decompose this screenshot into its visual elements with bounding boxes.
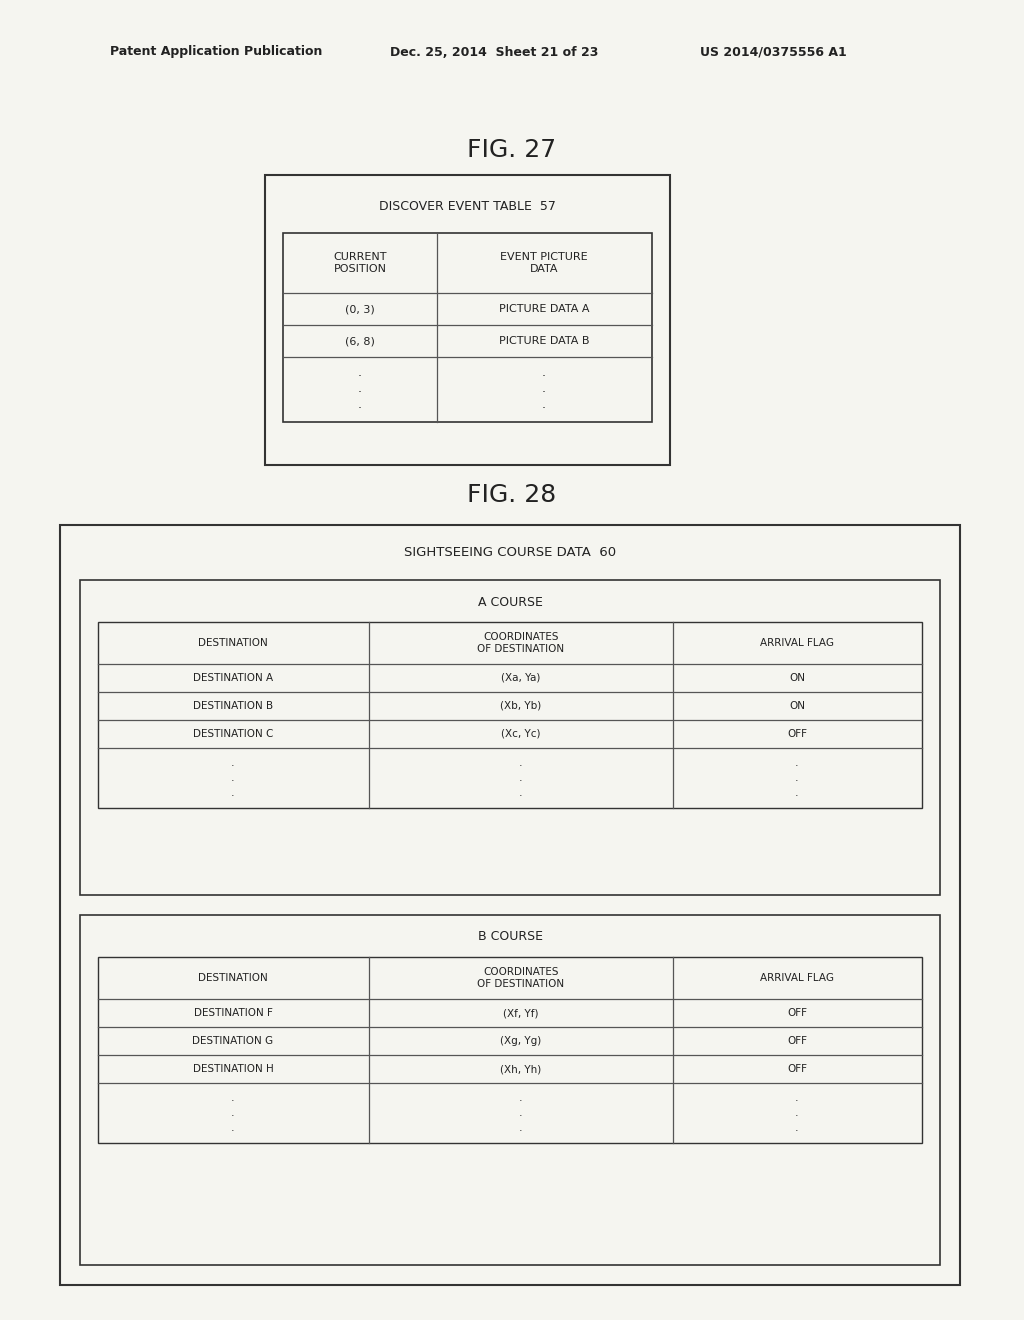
Text: .: .: [542, 367, 546, 380]
Bar: [98, 957, 922, 1143]
Text: ARRIVAL FLAG: ARRIVAL FLAG: [760, 638, 834, 648]
Text: (Xg, Yg): (Xg, Yg): [501, 1036, 542, 1045]
Text: .: .: [231, 758, 234, 768]
Text: .: .: [796, 1093, 799, 1104]
Text: .: .: [358, 383, 362, 396]
Bar: [80, 915, 940, 1265]
Text: .: .: [796, 758, 799, 768]
Text: .: .: [519, 1123, 523, 1133]
Text: DESTINATION G: DESTINATION G: [193, 1036, 273, 1045]
Text: DESTINATION: DESTINATION: [198, 973, 268, 983]
Text: B COURSE: B COURSE: [477, 931, 543, 944]
Text: DESTINATION B: DESTINATION B: [193, 701, 273, 711]
Bar: [98, 622, 922, 808]
Text: FIG. 27: FIG. 27: [467, 139, 557, 162]
Bar: [283, 234, 652, 422]
Text: PICTURE DATA A: PICTURE DATA A: [499, 304, 589, 314]
Text: .: .: [231, 1107, 234, 1118]
Text: OFF: OFF: [787, 729, 807, 739]
Text: (0, 3): (0, 3): [345, 304, 375, 314]
Text: DESTINATION A: DESTINATION A: [193, 673, 273, 682]
Text: .: .: [519, 758, 523, 768]
Text: (Xc, Yc): (Xc, Yc): [502, 729, 541, 739]
Text: DESTINATION C: DESTINATION C: [193, 729, 273, 739]
Text: DESTINATION: DESTINATION: [198, 638, 268, 648]
Text: .: .: [231, 1093, 234, 1104]
Text: DISCOVER EVENT TABLE  57: DISCOVER EVENT TABLE 57: [379, 201, 555, 214]
Text: EVENT PICTURE
DATA: EVENT PICTURE DATA: [500, 252, 588, 273]
Text: ARRIVAL FLAG: ARRIVAL FLAG: [760, 973, 834, 983]
Text: (Xb, Yb): (Xb, Yb): [501, 701, 542, 711]
Text: .: .: [796, 1107, 799, 1118]
Text: COORDINATES
OF DESTINATION: COORDINATES OF DESTINATION: [477, 968, 564, 989]
Text: FIG. 28: FIG. 28: [467, 483, 557, 507]
Text: .: .: [796, 788, 799, 799]
Text: PICTURE DATA B: PICTURE DATA B: [499, 337, 589, 346]
Text: .: .: [519, 774, 523, 783]
Text: (6, 8): (6, 8): [345, 337, 375, 346]
Text: Dec. 25, 2014  Sheet 21 of 23: Dec. 25, 2014 Sheet 21 of 23: [390, 45, 598, 58]
Text: .: .: [519, 1107, 523, 1118]
Text: CURRENT
POSITION: CURRENT POSITION: [333, 252, 387, 273]
Text: .: .: [542, 383, 546, 396]
Text: .: .: [358, 367, 362, 380]
Bar: [80, 579, 940, 895]
Text: .: .: [796, 774, 799, 783]
Text: .: .: [231, 1123, 234, 1133]
Text: DESTINATION F: DESTINATION F: [194, 1008, 272, 1018]
Bar: [60, 525, 961, 1284]
Text: .: .: [796, 1123, 799, 1133]
Text: .: .: [231, 788, 234, 799]
Text: ON: ON: [790, 673, 805, 682]
Text: OFF: OFF: [787, 1064, 807, 1074]
Text: Patent Application Publication: Patent Application Publication: [110, 45, 323, 58]
Text: SIGHTSEEING COURSE DATA  60: SIGHTSEEING COURSE DATA 60: [403, 546, 616, 560]
Text: OFF: OFF: [787, 1036, 807, 1045]
Text: (Xh, Yh): (Xh, Yh): [501, 1064, 542, 1074]
Text: .: .: [358, 399, 362, 412]
Bar: [265, 176, 670, 465]
Text: (Xa, Ya): (Xa, Ya): [502, 673, 541, 682]
Text: .: .: [519, 1093, 523, 1104]
Text: .: .: [519, 788, 523, 799]
Text: (Xf, Yf): (Xf, Yf): [503, 1008, 539, 1018]
Text: OFF: OFF: [787, 1008, 807, 1018]
Text: COORDINATES
OF DESTINATION: COORDINATES OF DESTINATION: [477, 632, 564, 653]
Text: A COURSE: A COURSE: [477, 595, 543, 609]
Text: ON: ON: [790, 701, 805, 711]
Text: DESTINATION H: DESTINATION H: [193, 1064, 273, 1074]
Text: .: .: [231, 774, 234, 783]
Text: .: .: [542, 399, 546, 412]
Text: US 2014/0375556 A1: US 2014/0375556 A1: [700, 45, 847, 58]
